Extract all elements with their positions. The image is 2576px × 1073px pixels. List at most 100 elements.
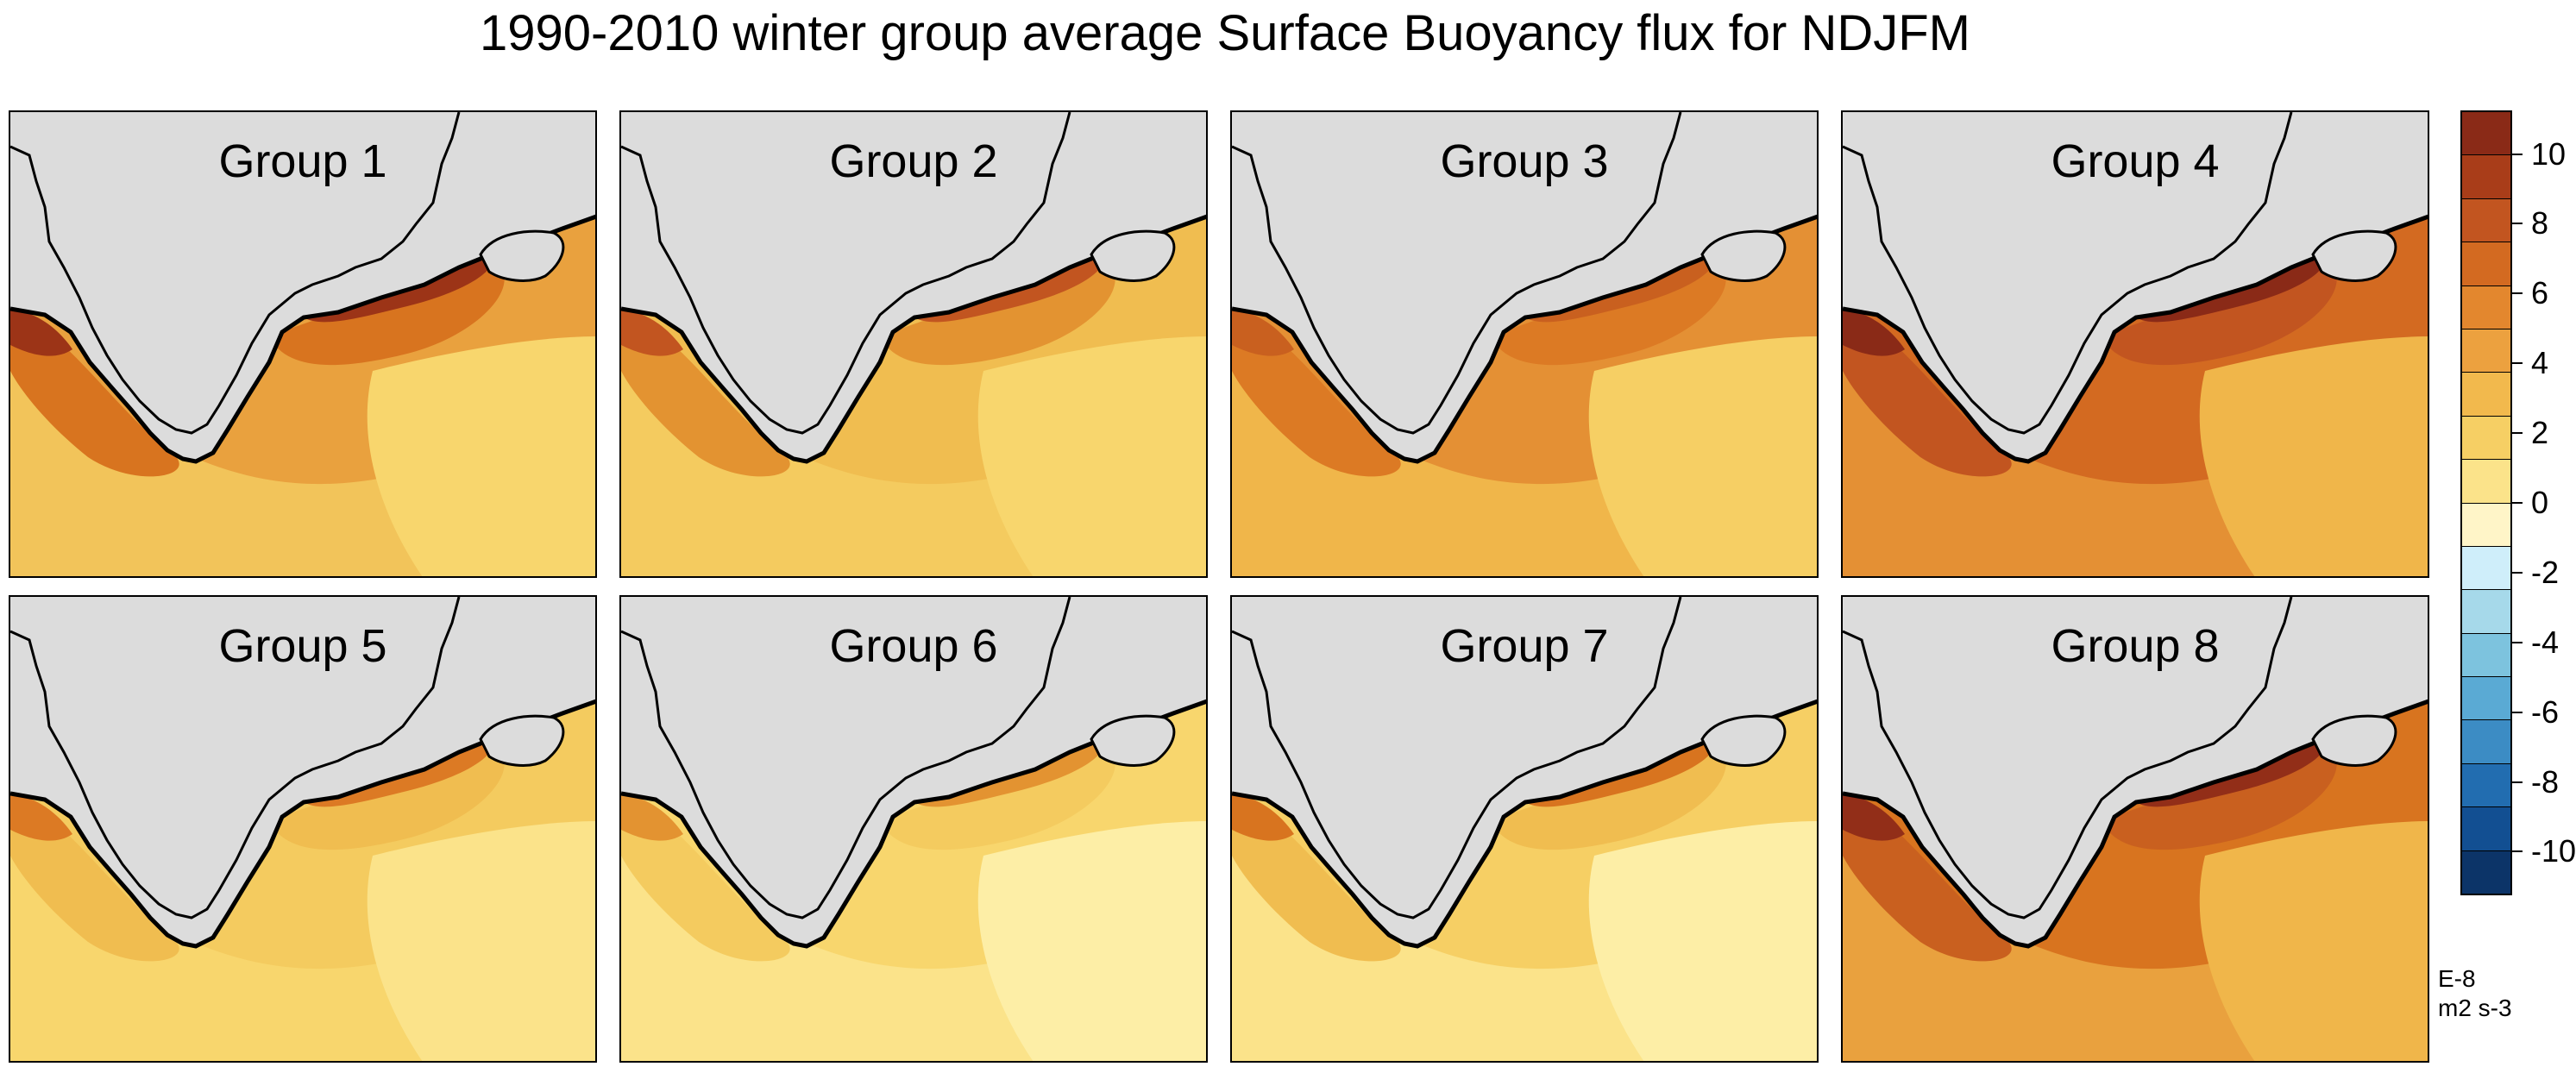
map-panel-5-field [10,597,595,1061]
ice-edge-line [1843,112,2293,435]
island [1700,229,1787,282]
colorbar-swatch [2462,112,2510,156]
colorbar-swatch [2462,286,2510,329]
panel-label: Group 6 [829,620,998,672]
colorbar-tick-label: 4 [2531,345,2549,381]
land-mask [1232,597,1817,946]
ice-edge-line [621,597,1071,919]
contour-region [621,309,683,356]
colorbar-tick-mark [2512,362,2523,365]
coastline [1232,214,1817,464]
coastline [621,699,1206,949]
colorbar-tick-mark [2512,432,2523,435]
contour-region [367,821,595,1061]
colorbar-tick-label: -4 [2531,624,2560,660]
panel-label: Group 3 [1440,135,1609,187]
land-mask [621,112,1206,461]
figure-title: 1990-2010 winter group average Surface B… [480,5,1970,61]
map-panel-7: Group 7 [1230,595,1819,1063]
colorbar-swatch [2462,242,2510,286]
contour-region [1232,794,1294,841]
colorbar-swatch [2462,677,2510,721]
map-panel-2: Group 2 [619,110,1208,578]
map-panel-4-field [1843,112,2428,576]
map-panel-2-field [621,112,1206,576]
ice-edge-line [10,597,461,919]
land-mask [1843,597,2428,946]
colorbar-tick-label: -2 [2531,554,2560,590]
panel-label: Group 7 [1440,620,1609,672]
panel-label: Group 5 [218,620,387,672]
colorbar-tick-mark [2512,641,2523,643]
island [2311,229,2397,282]
contour-region [1843,794,1905,841]
contour-region [1588,336,1817,576]
colorbar-tick-label: 8 [2531,205,2549,242]
colorbar [2460,110,2512,895]
colorbar-tick-label: 2 [2531,415,2549,451]
map-panel-4: Group 4 [1841,110,2429,578]
colorbar-swatch [2462,633,2510,678]
colorbar-swatch [2462,460,2510,504]
ice-edge-line [1232,597,1682,919]
colorbar-swatch [2462,198,2510,243]
island [1090,229,1176,282]
contour-region [977,336,1206,576]
island [2311,714,2397,767]
colorbar-swatch [2462,329,2510,373]
ice-edge-line [1232,112,1682,435]
map-panel-8: Group 8 [1841,595,2429,1063]
contour-region [367,336,595,576]
colorbar-tick-mark [2512,781,2523,783]
map-panel-7-field [1232,597,1817,1061]
colorbar-tick-label: 6 [2531,275,2549,311]
coastline [1843,214,2428,464]
panel-label: Group 4 [2051,135,2220,187]
island [1090,714,1176,767]
panel-label: Group 2 [829,135,998,187]
panel-label: Group 1 [218,135,387,187]
ice-edge-line [1843,597,2293,919]
contour-region [10,794,72,841]
contour-region [977,821,1206,1061]
land-mask [1843,112,2428,461]
coastline [10,699,595,949]
units-label: m2 s-3 [2438,995,2512,1021]
colorbar-tick-mark [2512,292,2523,295]
colorbar-tick-label: -6 [2531,693,2560,730]
coastline [1843,699,2428,949]
coastline [1232,699,1817,949]
colorbar-tick-label: -8 [2531,763,2560,800]
colorbar-swatch [2462,850,2510,894]
contour-region [1843,309,1905,356]
island [479,714,565,767]
units-exponent: E-8 [2438,965,2476,992]
map-panel-8-field [1843,597,2428,1061]
contour-region [1232,309,1294,356]
contour-region [2199,821,2428,1061]
land-mask [10,112,595,461]
map-panel-1-field [10,112,595,576]
coastline [621,214,1206,464]
map-panel-6-field [621,597,1206,1061]
colorbar-swatch [2462,763,2510,808]
map-panel-1: Group 1 [9,110,597,578]
colorbar-tick-mark [2512,711,2523,713]
colorbar-swatch [2462,546,2510,591]
colorbar-swatch [2462,590,2510,634]
land-mask [621,597,1206,946]
colorbar-tick-mark [2512,571,2523,574]
colorbar-swatch [2462,807,2510,851]
land-mask [10,597,595,946]
contour-region [10,309,72,356]
colorbar-tick-mark [2512,223,2523,225]
map-panel-5: Group 5 [9,595,597,1063]
contour-region [2199,336,2428,576]
ice-edge-line [10,112,461,435]
land-mask [1232,112,1817,461]
colorbar-tick-label: 0 [2531,485,2549,520]
contour-region [1588,821,1817,1061]
colorbar-swatch [2462,720,2510,764]
map-panel-6: Group 6 [619,595,1208,1063]
panel-label: Group 8 [2051,620,2220,672]
